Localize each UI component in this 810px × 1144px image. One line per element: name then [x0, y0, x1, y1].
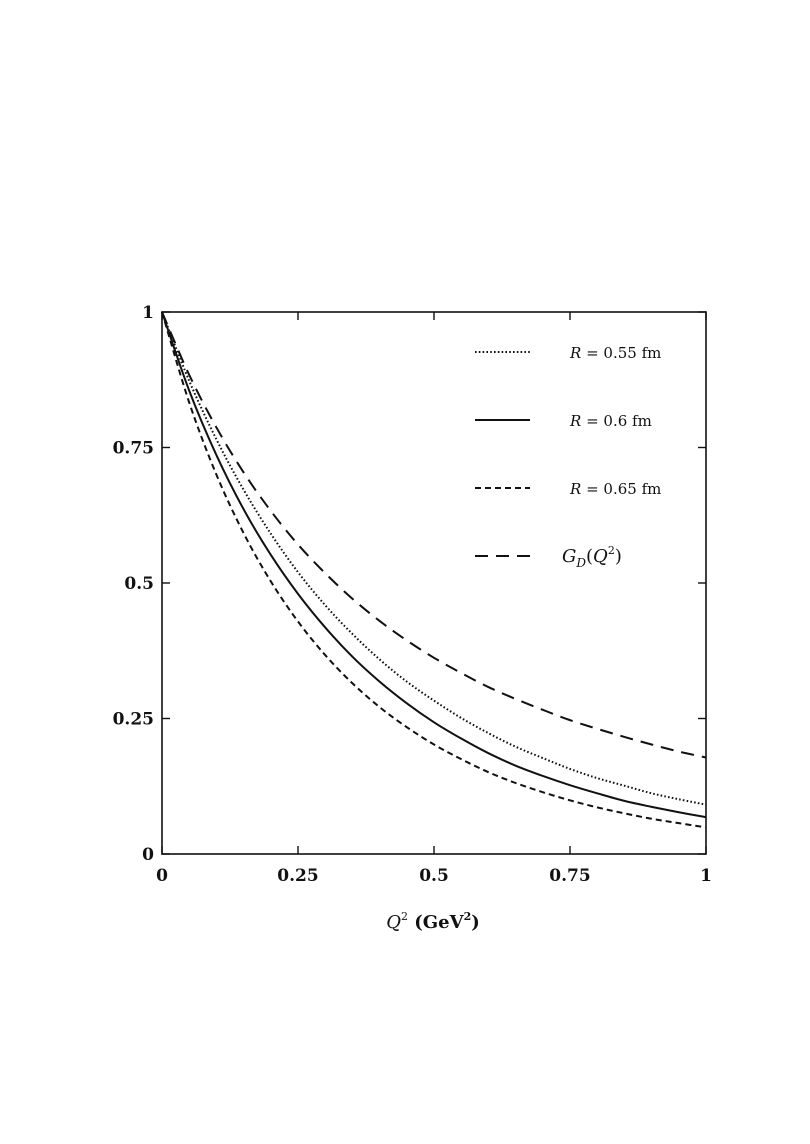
legend-label-r06: R = 0.6 fm [569, 412, 652, 430]
x-tick-label-3: 0.75 [549, 866, 590, 886]
curves [161, 311, 707, 829]
y-tick-label-2: 0.5 [124, 574, 154, 594]
series-line-r065 [161, 311, 707, 829]
legend-label-r055: R = 0.55 fm [569, 344, 661, 362]
legend-label-r065: R = 0.65 fm [569, 480, 661, 498]
y-tick-label-0: 0 [142, 845, 154, 865]
y-tick-label-3: 0.75 [113, 439, 154, 459]
x-axis-label: Q2 (GeV2) [386, 910, 480, 933]
x-tick-label-4: 1 [700, 866, 712, 886]
plot-frame [161, 311, 707, 855]
series-line-r055 [161, 311, 707, 806]
series-line-r06 [161, 311, 707, 819]
tick-labels: 0 0.25 0.5 0.75 1 0 0.25 0.5 0.75 1 [113, 303, 712, 886]
series-line-gd [161, 311, 707, 759]
legend: R = 0.55 fm R = 0.6 fm R = 0.65 fm GD(Q2… [475, 344, 661, 570]
y-tick-label-4: 1 [142, 303, 154, 323]
x-tick-label-1: 0.25 [277, 866, 318, 886]
y-tick-label-1: 0.25 [113, 710, 154, 730]
ticks [161, 311, 707, 855]
x-tick-label-2: 0.5 [419, 866, 449, 886]
x-tick-label-0: 0 [156, 866, 168, 886]
legend-label-gd: GD(Q2) [562, 544, 622, 570]
